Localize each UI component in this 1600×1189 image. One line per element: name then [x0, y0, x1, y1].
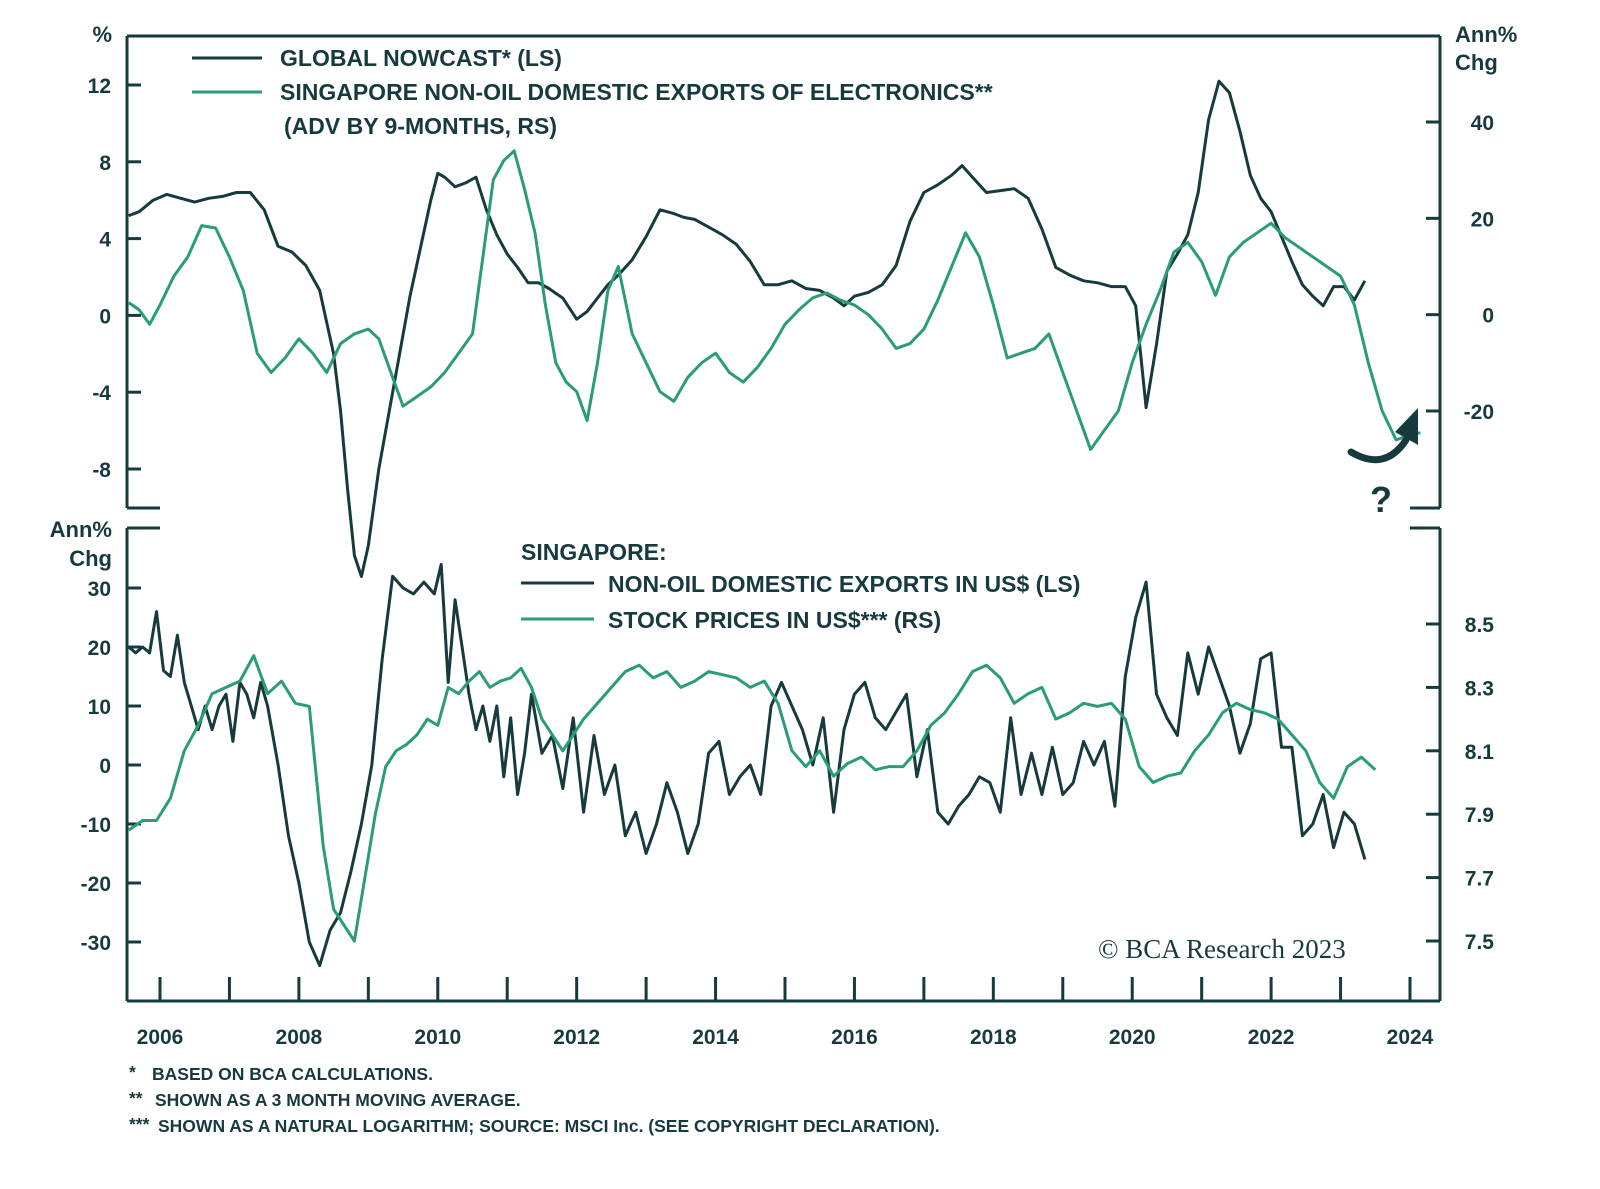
footnote-3-text: SHOWN AS A NATURAL LOGARITHM; SOURCE: MS… — [158, 1116, 940, 1136]
top-left-ticks-label: -4 — [92, 382, 111, 405]
top-right-axis-unit-line1: Ann% — [1455, 22, 1517, 47]
bottom-right-ticks: 8.5 8.3 8.1 7.9 7.7 7.5 — [1426, 614, 1494, 954]
x-axis-ticks: 2006 2008 2010 2012 2014 2016 2018 2020 2022 2024 — [137, 977, 1434, 1049]
bottom-left-ticks-label: -30 — [81, 932, 111, 955]
x-tick-label: 2012 — [553, 1026, 600, 1049]
top-right-ticks: 40 20 0 -20 — [1426, 112, 1494, 424]
legend-label-electronics-exports-note: (ADV BY 9-MONTHS, RS) — [284, 113, 557, 139]
bottom-left-ticks: 30 20 10 0 -10 -20 -30 — [81, 578, 141, 955]
legend-label-stock-prices: STOCK PRICES IN US$*** (RS) — [608, 607, 941, 633]
top-left-ticks-label: 4 — [99, 229, 111, 252]
bottom-right-ticks-label: 7.9 — [1465, 804, 1494, 827]
top-left-ticks-label: -8 — [92, 459, 111, 482]
bottom-right-ticks-label: 8.3 — [1465, 677, 1494, 700]
top-left-axis-unit: % — [92, 22, 112, 47]
bottom-left-ticks-label: -10 — [81, 814, 111, 837]
legend-label-global-nowcast: GLOBAL NOWCAST* (LS) — [280, 45, 562, 71]
footnote-2-text: SHOWN AS A 3 MONTH MOVING AVERAGE. — [155, 1090, 521, 1110]
bottom-left-ticks-label: 0 — [99, 755, 111, 778]
top-right-axis-unit-line2: Chg — [1455, 50, 1498, 75]
footnote-3-marker: *** — [129, 1114, 150, 1134]
upturn-arrowhead-icon — [1395, 408, 1418, 445]
x-tick-label: 2010 — [414, 1026, 461, 1049]
top-right-ticks-label: 0 — [1482, 305, 1494, 328]
x-tick-label: 2024 — [1387, 1026, 1434, 1049]
x-tick-label: 2008 — [276, 1026, 323, 1049]
top-right-ticks-label: 20 — [1471, 208, 1494, 231]
legend-title-singapore: SINGAPORE: — [521, 539, 667, 565]
footnote-1-text: BASED ON BCA CALCULATIONS. — [152, 1064, 433, 1084]
top-left-ticks-label: 12 — [88, 75, 111, 98]
series-domestic-exports — [127, 562, 1367, 968]
top-left-ticks-label: 8 — [99, 152, 111, 175]
x-tick-label: 2020 — [1109, 1026, 1156, 1049]
legend-label-domestic-exports: NON-OIL DOMESTIC EXPORTS IN US$ (LS) — [608, 571, 1080, 597]
copyright-notice: © BCA Research 2023 — [1098, 934, 1346, 964]
series-global-nowcast — [128, 79, 1367, 578]
bottom-left-ticks-label: 10 — [88, 696, 111, 719]
legend-label-electronics-exports: SINGAPORE NON-OIL DOMESTIC EXPORTS OF EL… — [280, 79, 993, 105]
bottom-right-ticks-label: 8.1 — [1465, 741, 1495, 764]
x-tick-label: 2014 — [692, 1026, 739, 1049]
bottom-left-ticks-label: -20 — [81, 873, 111, 896]
top-right-ticks-label: 40 — [1471, 112, 1494, 135]
top-left-ticks-label: 0 — [99, 305, 111, 328]
x-tick-label: 2006 — [137, 1026, 184, 1049]
bottom-right-ticks-label: 7.7 — [1465, 868, 1494, 891]
top-left-ticks: 12 8 4 0 -4 -8 — [88, 75, 141, 482]
footnote-1-marker: * — [129, 1062, 136, 1082]
x-tick-label: 2018 — [970, 1026, 1017, 1049]
series-electronics-exports — [127, 149, 1421, 451]
x-tick-label: 2016 — [831, 1026, 878, 1049]
bottom-left-axis-unit-line2: Chg — [69, 546, 112, 571]
bottom-left-axis-unit-line1: Ann% — [50, 517, 112, 542]
top-right-ticks-label: -20 — [1464, 401, 1494, 424]
bottom-left-ticks-label: 20 — [88, 637, 111, 660]
series-stock-prices — [127, 654, 1377, 943]
footnote-2-marker: ** — [129, 1088, 143, 1108]
question-mark-annotation: ? — [1370, 479, 1392, 520]
upturn-arrow-icon — [1347, 436, 1410, 464]
bottom-left-ticks-label: 30 — [88, 578, 111, 601]
x-tick-label: 2022 — [1248, 1026, 1295, 1049]
bottom-right-ticks-label: 8.5 — [1465, 614, 1495, 637]
bottom-right-ticks-label: 7.5 — [1465, 931, 1495, 954]
footnotes: * BASED ON BCA CALCULATIONS. ** SHOWN AS… — [129, 1062, 940, 1136]
